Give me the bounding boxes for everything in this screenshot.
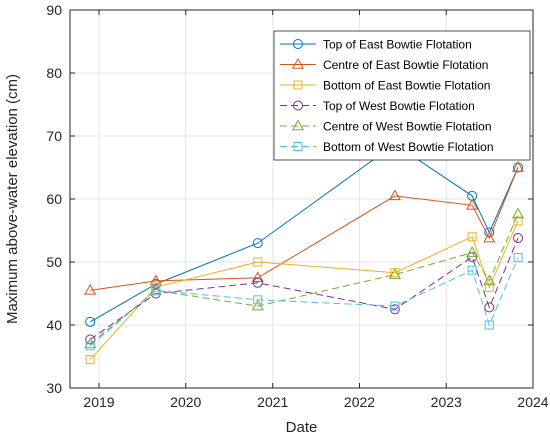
- legend-item: Centre of East Bowtie Flotation: [280, 57, 488, 72]
- data-point: [484, 282, 494, 292]
- data-point: [511, 207, 525, 219]
- legend-box: [273, 30, 531, 161]
- axis-ticks: 2019 2020 2021 2022 2023 2024 30 40 50 60 70 80 90: [46, 2, 548, 410]
- legend-item: Top of East Bowtie Flotation: [280, 38, 472, 52]
- data-point: [388, 189, 401, 201]
- y-tick-label: 60: [46, 191, 62, 207]
- data-point: [483, 231, 496, 243]
- data-point: [484, 320, 494, 330]
- data-point: [84, 283, 97, 295]
- data-point: [466, 246, 479, 257]
- data-point: [85, 341, 95, 351]
- series-line: [89, 237, 519, 340]
- legend-marker: [293, 39, 303, 49]
- series-4: [85, 233, 524, 345]
- data-point: [252, 277, 263, 288]
- y-tick-label: 30: [46, 380, 62, 396]
- legend-item: Bottom of West Bowtie Flotation: [280, 140, 494, 154]
- data-point: [513, 233, 524, 244]
- data-point: [388, 268, 401, 279]
- data-point: [251, 299, 264, 311]
- x-tick-label: 2024: [517, 394, 548, 410]
- data-point: [390, 301, 400, 311]
- x-tick-label: 2021: [257, 394, 288, 410]
- x-tick-label: 2023: [431, 394, 462, 410]
- series-5: [84, 207, 525, 349]
- y-tick-label: 90: [46, 2, 62, 18]
- data-point: [467, 232, 477, 242]
- x-tick-label: 2020: [170, 394, 201, 410]
- data-point: [151, 285, 161, 295]
- series-6: [85, 253, 523, 351]
- legend-item: Centre of West Bowtie Flotation: [280, 119, 492, 134]
- data-point: [467, 265, 477, 275]
- series-3: [85, 216, 523, 365]
- legend-marker: [293, 142, 303, 151]
- legend-label: Top of East Bowtie Flotation: [323, 38, 472, 52]
- data-point: [513, 216, 523, 226]
- series-line: [89, 257, 519, 347]
- data-point: [251, 271, 264, 283]
- data-point: [253, 257, 263, 267]
- data-point: [252, 238, 263, 249]
- legend-marker: [291, 119, 305, 131]
- data-point: [85, 334, 96, 345]
- y-tick-label: 40: [46, 317, 62, 333]
- y-tick-label: 80: [46, 65, 62, 81]
- legend-label: Centre of West Bowtie Flotation: [323, 120, 492, 134]
- legend-label: Centre of East Bowtie Flotation: [323, 58, 488, 72]
- legend-item: Top of West Bowtie Flotation: [280, 99, 475, 113]
- legend-marker: [291, 57, 305, 69]
- legend-marker: [293, 80, 303, 90]
- legend-label: Bottom of West Bowtie Flotation: [323, 140, 494, 154]
- series-line: [89, 220, 519, 360]
- series-group: [84, 139, 525, 365]
- y-tick-label: 70: [46, 128, 62, 144]
- data-point: [85, 355, 95, 365]
- data-point: [466, 198, 479, 210]
- y-tick-label: 50: [46, 254, 62, 270]
- legend-item: Bottom of East Bowtie Flotation: [280, 79, 490, 93]
- x-tick-label: 2019: [83, 394, 114, 410]
- data-point: [484, 302, 495, 313]
- series-line: [89, 213, 519, 345]
- y-axis-label: Maximum above-water elevation (cm): [4, 74, 21, 324]
- legend-marker: [293, 100, 303, 111]
- data-point: [483, 274, 496, 286]
- data-point: [511, 160, 525, 172]
- data-point: [85, 316, 96, 327]
- legend: Top of East Bowtie Flotation Centre of Ea…: [273, 30, 531, 161]
- series-line: [90, 167, 519, 291]
- legend-label: Bottom of East Bowtie Flotation: [323, 79, 490, 93]
- legend-items: Top of East Bowtie Flotation Centre of Ea…: [280, 38, 494, 154]
- data-point: [253, 295, 263, 305]
- x-tick-label: 2022: [344, 394, 375, 410]
- x-axis-label: Date: [286, 419, 318, 436]
- legend-label: Top of West Bowtie Flotation: [323, 99, 475, 113]
- data-point: [513, 253, 523, 263]
